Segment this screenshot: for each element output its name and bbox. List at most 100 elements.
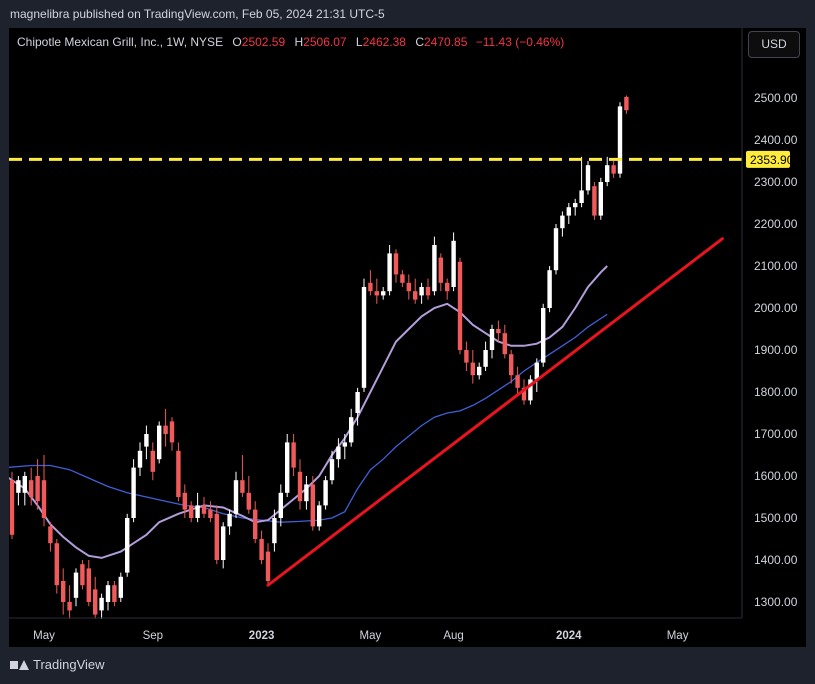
- candle-body: [93, 589, 98, 615]
- close-value: 2470.85: [424, 35, 468, 49]
- candle-body: [297, 471, 303, 502]
- candle-body: [483, 350, 488, 367]
- candle-body: [9, 480, 15, 535]
- candle-body: [323, 480, 328, 506]
- candle-body: [118, 576, 123, 598]
- candle-body: [457, 261, 463, 350]
- candle-body: [342, 442, 347, 447]
- candle-body: [41, 480, 47, 518]
- candle-body: [227, 513, 232, 527]
- price-tick-label: 1400.00: [754, 553, 798, 567]
- candle-body: [253, 509, 258, 539]
- price-tick-label: 1300.00: [754, 595, 798, 609]
- candle-body: [61, 581, 66, 602]
- candle-body: [157, 425, 162, 460]
- low-label: L: [355, 35, 363, 49]
- candle-body: [573, 203, 578, 208]
- high-label: H: [294, 35, 304, 49]
- candle-body: [163, 425, 168, 434]
- close-label: C: [415, 35, 424, 49]
- candle-body: [73, 572, 79, 598]
- candle-body: [86, 568, 91, 602]
- candle-body: [291, 442, 296, 468]
- ma-fast-line: [9, 265, 608, 559]
- candle-body: [67, 602, 72, 611]
- time-tick-label: May: [667, 630, 689, 642]
- candle-body: [477, 366, 482, 376]
- candle-body: [400, 274, 405, 283]
- candle-body: [144, 434, 149, 447]
- price-tick-label: 1900.00: [754, 343, 798, 357]
- candle-body: [617, 106, 623, 174]
- candle-body: [29, 480, 34, 497]
- time-tick-label: 2023: [249, 630, 275, 642]
- currency-button[interactable]: USD: [748, 31, 800, 58]
- candle-body: [541, 308, 546, 363]
- change-value: −11.43 (−0.46%): [475, 35, 565, 49]
- tradingview-logo[interactable]: TradingView: [10, 657, 105, 672]
- time-tick-label: May: [360, 630, 382, 642]
- candle-body: [374, 291, 379, 296]
- candle-body: [35, 476, 40, 502]
- symbol-title: Chipotle Mexican Grill, Inc., 1W, NYSE: [17, 35, 224, 49]
- candle-body: [381, 291, 386, 296]
- candle-body: [445, 282, 450, 292]
- candle-body: [310, 484, 315, 527]
- candle-body: [611, 165, 616, 174]
- price-chart[interactable]: 1300.00 1400.00 1500.00 1600.00 1700.00 1800.…: [9, 28, 806, 647]
- time-tick-label: 2024: [556, 630, 582, 642]
- candle-body: [547, 270, 552, 308]
- high-value: 2506.07: [303, 35, 347, 49]
- candle-body: [598, 182, 603, 216]
- candle-body: [489, 329, 495, 350]
- candle-body: [304, 484, 309, 502]
- candle-body: [189, 505, 194, 518]
- candle-body: [278, 492, 283, 518]
- candle-body: [125, 518, 130, 573]
- candle-body: [317, 505, 322, 527]
- open-value: 2502.59: [241, 35, 286, 49]
- price-tick-label: 2100.00: [754, 259, 798, 273]
- candle-body: [553, 228, 559, 271]
- candle-body: [470, 362, 475, 376]
- candle-body: [560, 215, 565, 229]
- ohlc-legend: Chipotle Mexican Grill, Inc., 1W, NYSE O…: [17, 35, 564, 49]
- candle-body: [592, 186, 597, 216]
- candle-body: [419, 287, 424, 296]
- candle-body: [566, 207, 571, 216]
- candle-body: [233, 480, 239, 514]
- candle-body: [515, 375, 520, 388]
- price-tick-label: 1600.00: [754, 469, 798, 483]
- ma-slow-line: [9, 313, 608, 523]
- support-trendline: [266, 237, 724, 587]
- footer-bar: TradingView: [0, 647, 815, 684]
- candle-body: [112, 585, 117, 602]
- candle-body: [502, 333, 507, 355]
- price-tick-label: 2500.00: [754, 91, 798, 105]
- candle-body: [425, 287, 431, 296]
- time-tick-label: May: [33, 630, 55, 642]
- candle-body: [496, 329, 501, 334]
- candle-body: [329, 459, 335, 481]
- candle-body: [16, 480, 21, 493]
- plot-area: [9, 28, 742, 618]
- candle-body: [240, 480, 245, 493]
- candle-body: [579, 190, 584, 203]
- candle-body: [355, 392, 360, 413]
- price-tick-label: 2000.00: [754, 301, 798, 315]
- candle-body: [509, 354, 514, 376]
- candle-body: [169, 421, 175, 443]
- price-tick-label: 1500.00: [754, 511, 798, 525]
- candle-body: [259, 539, 264, 560]
- chart-pane[interactable]: 1300.00 1400.00 1500.00 1600.00 1700.00 1800.…: [9, 28, 806, 647]
- candle-body: [48, 526, 53, 544]
- candle-body: [406, 282, 411, 292]
- candle-body: [534, 362, 539, 380]
- candle-body: [182, 492, 187, 510]
- candle-body: [521, 387, 527, 401]
- candle-body: [221, 526, 226, 560]
- low-value: 2462.38: [362, 35, 406, 49]
- candle-body: [361, 287, 367, 388]
- price-tick-label: 1800.00: [754, 385, 798, 399]
- candle-body: [624, 96, 629, 111]
